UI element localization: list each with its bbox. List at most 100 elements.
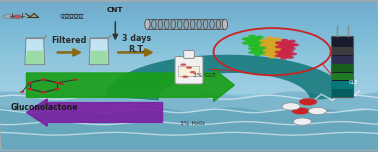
Polygon shape — [26, 51, 44, 64]
FancyBboxPatch shape — [175, 57, 203, 84]
Circle shape — [262, 53, 270, 56]
Circle shape — [251, 48, 258, 51]
Circle shape — [288, 40, 296, 43]
Circle shape — [248, 47, 256, 50]
FancyArrow shape — [26, 69, 234, 102]
Circle shape — [254, 47, 262, 49]
Polygon shape — [0, 92, 378, 152]
Circle shape — [299, 98, 317, 105]
Circle shape — [287, 49, 294, 52]
Circle shape — [259, 43, 268, 47]
Circle shape — [281, 48, 288, 51]
Circle shape — [256, 36, 264, 39]
Circle shape — [286, 45, 294, 49]
Circle shape — [282, 103, 300, 110]
Circle shape — [275, 45, 283, 48]
FancyBboxPatch shape — [332, 73, 353, 81]
Circle shape — [74, 79, 78, 81]
Circle shape — [271, 43, 279, 47]
Circle shape — [291, 107, 310, 115]
Circle shape — [248, 44, 256, 48]
Circle shape — [180, 63, 186, 66]
Text: +: + — [9, 12, 15, 21]
Circle shape — [278, 42, 286, 45]
Circle shape — [54, 88, 60, 90]
Circle shape — [260, 52, 268, 55]
Circle shape — [274, 51, 282, 54]
Circle shape — [186, 66, 192, 69]
Circle shape — [268, 55, 276, 59]
Circle shape — [270, 51, 278, 54]
Circle shape — [251, 50, 258, 53]
Circle shape — [12, 15, 22, 19]
Circle shape — [279, 51, 287, 54]
Circle shape — [278, 45, 286, 48]
Circle shape — [253, 42, 262, 45]
Circle shape — [293, 118, 311, 125]
FancyBboxPatch shape — [332, 56, 353, 64]
Circle shape — [182, 76, 188, 78]
Circle shape — [249, 36, 257, 40]
Circle shape — [287, 52, 294, 55]
Text: Filtered: Filtered — [51, 36, 87, 45]
FancyBboxPatch shape — [332, 89, 353, 97]
Circle shape — [254, 53, 261, 56]
Circle shape — [248, 35, 256, 38]
Circle shape — [287, 56, 294, 59]
Polygon shape — [25, 38, 45, 65]
Circle shape — [259, 39, 268, 42]
Circle shape — [11, 16, 14, 17]
FancyBboxPatch shape — [332, 81, 353, 89]
Circle shape — [281, 39, 288, 42]
Circle shape — [265, 36, 274, 40]
Circle shape — [281, 52, 290, 56]
Circle shape — [274, 54, 282, 57]
Circle shape — [263, 49, 271, 52]
Text: R.T.: R.T. — [129, 45, 145, 54]
Text: +: + — [18, 12, 25, 21]
Circle shape — [265, 46, 274, 49]
Circle shape — [308, 107, 327, 115]
Ellipse shape — [222, 19, 228, 29]
Circle shape — [60, 83, 65, 85]
Circle shape — [276, 41, 285, 45]
Circle shape — [253, 37, 262, 40]
Circle shape — [276, 47, 283, 50]
Circle shape — [273, 49, 281, 52]
Circle shape — [242, 37, 250, 41]
Circle shape — [254, 45, 261, 48]
Circle shape — [277, 51, 285, 54]
Circle shape — [269, 48, 277, 51]
Circle shape — [255, 49, 263, 52]
Circle shape — [242, 41, 250, 45]
Circle shape — [280, 55, 288, 58]
Text: 3 days: 3 days — [122, 34, 152, 43]
Circle shape — [190, 71, 196, 73]
Circle shape — [255, 39, 263, 43]
Circle shape — [41, 78, 46, 81]
Polygon shape — [89, 38, 109, 65]
Circle shape — [54, 82, 60, 84]
Circle shape — [291, 43, 299, 46]
Circle shape — [258, 47, 266, 50]
Circle shape — [249, 39, 259, 43]
Circle shape — [268, 46, 276, 50]
Text: 3% H₂O₂: 3% H₂O₂ — [180, 121, 205, 126]
Circle shape — [269, 54, 277, 57]
Circle shape — [262, 49, 270, 52]
Circle shape — [280, 57, 287, 60]
Circle shape — [273, 37, 281, 41]
Circle shape — [249, 42, 257, 46]
Polygon shape — [0, 107, 378, 152]
Circle shape — [266, 38, 274, 42]
Circle shape — [245, 38, 253, 41]
FancyArrow shape — [26, 99, 163, 126]
Circle shape — [277, 54, 285, 57]
Circle shape — [266, 44, 274, 47]
Text: GLE: GLE — [349, 80, 358, 85]
Circle shape — [282, 46, 289, 49]
Circle shape — [267, 41, 276, 45]
Circle shape — [288, 47, 296, 50]
Circle shape — [280, 50, 288, 53]
Ellipse shape — [145, 19, 150, 29]
